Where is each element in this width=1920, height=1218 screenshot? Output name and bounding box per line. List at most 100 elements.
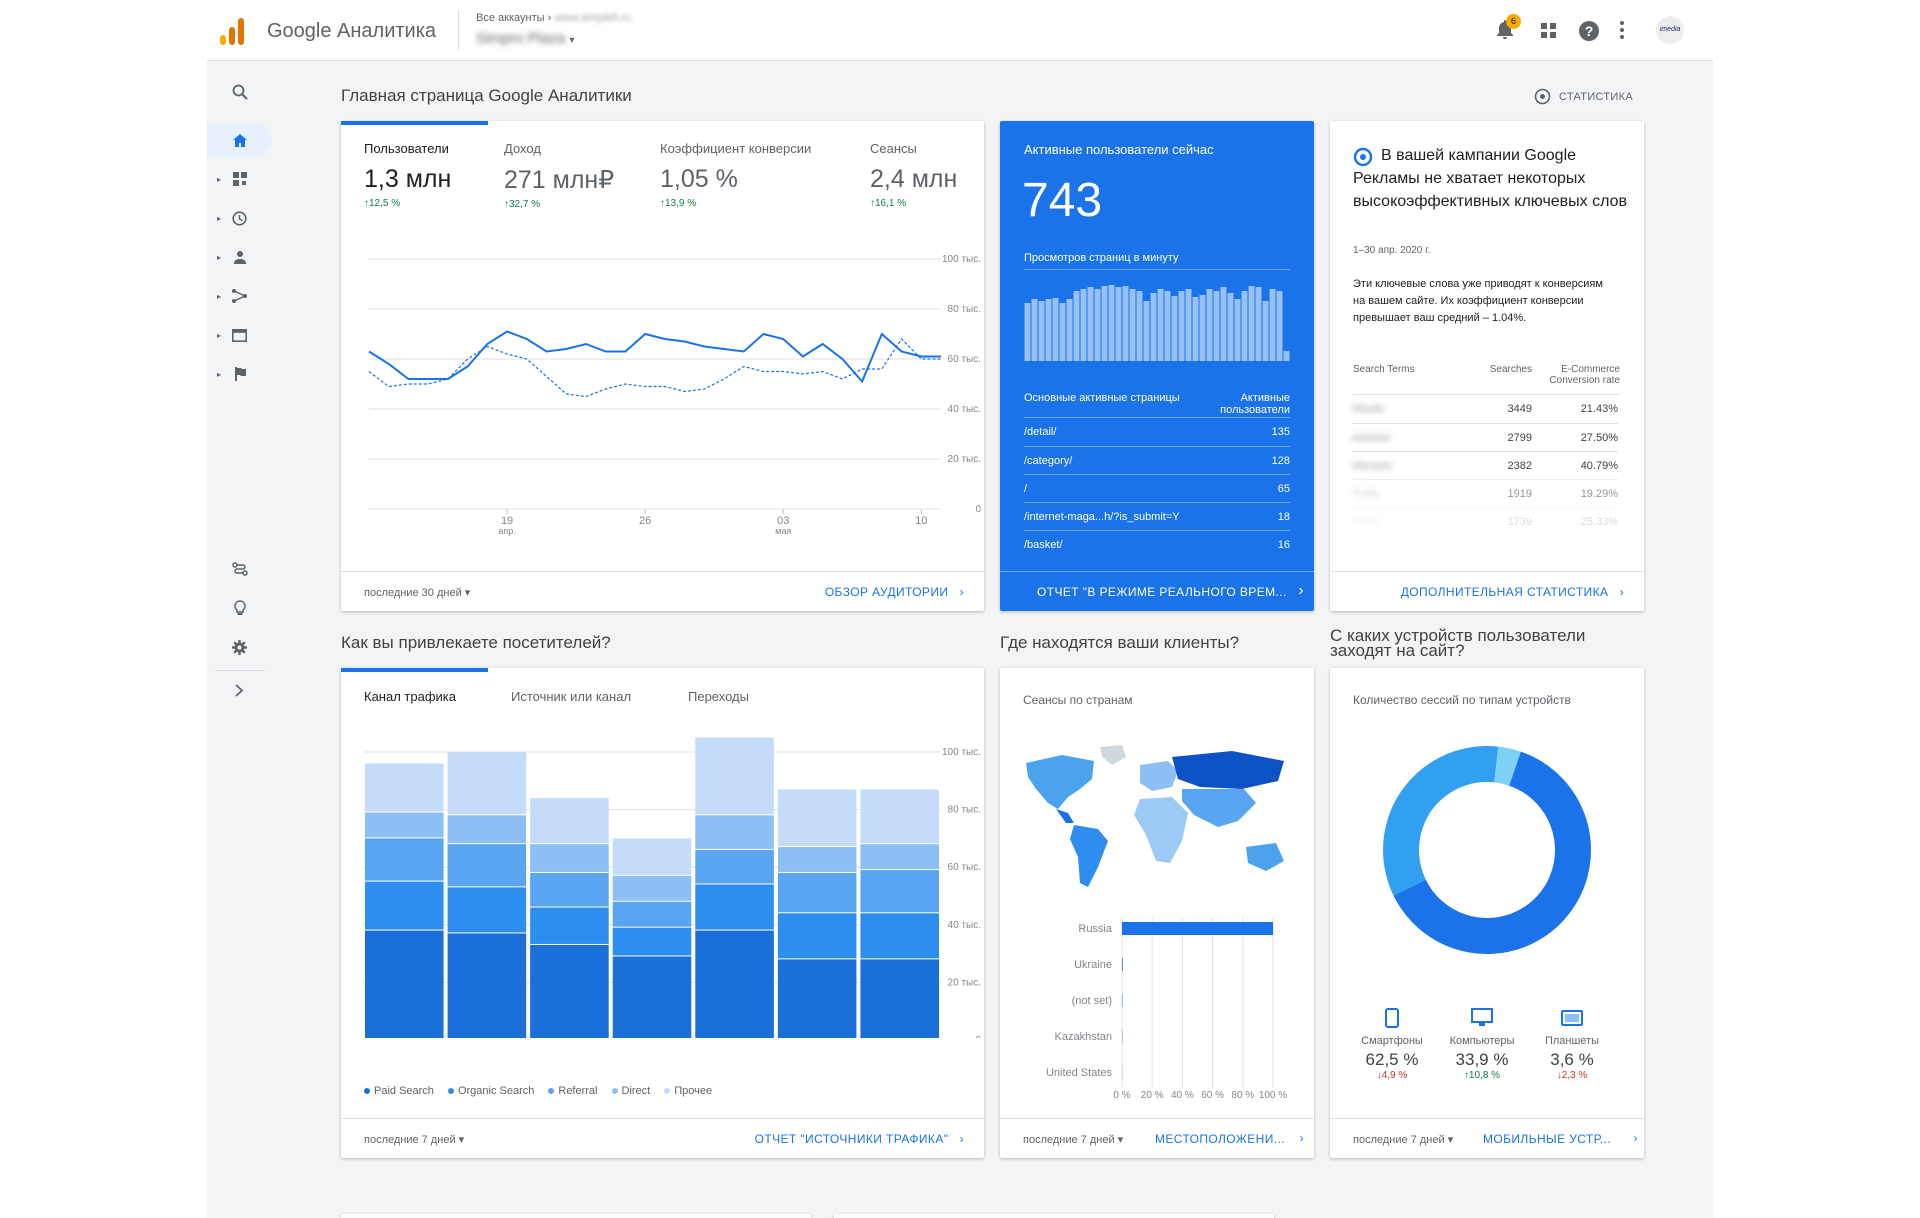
date-range-selector[interactable]: последние 7 дней ▾	[1023, 1134, 1124, 1146]
date-range-selector[interactable]: последние 7 дней ▾	[364, 1134, 465, 1146]
insights-button[interactable]: СТАТИСТИКА	[1534, 88, 1633, 105]
metric-tab-conversion[interactable]: Коэффициент конверсии 1,05 % ↑13,9 %	[660, 141, 840, 209]
legend-item[interactable]: Paid Search	[364, 1085, 434, 1097]
device-smartphones[interactable]: Смартфоны 62,5 % ↓4,9 %	[1352, 1008, 1432, 1081]
realtime-title: Активные пользователи сейчас	[1024, 142, 1214, 157]
nav-audience[interactable]: ▸	[207, 240, 272, 274]
traffic-sources-link[interactable]: ОТЧЕТ "ИСТОЧНИКИ ТРАФИКА" ›	[754, 1132, 964, 1146]
pageview-bar	[1241, 291, 1248, 361]
account-avatar[interactable]: imedia	[1656, 16, 1684, 44]
metric-value: 1,3 млн	[364, 165, 452, 193]
bar-segment	[612, 901, 692, 927]
table-row[interactable]: /detail/135	[1024, 417, 1290, 445]
legend-label: Direct	[621, 1085, 651, 1097]
apps-grid-icon[interactable]	[1540, 22, 1558, 40]
devices-footer: последние 7 дней ▾ МОБИЛЬНЫЕ УСТР... ›	[1330, 1118, 1644, 1158]
mobile-report-link[interactable]: МОБИЛЬНЫЕ УСТР...	[1483, 1132, 1611, 1146]
table-row[interactable]: / 65	[1024, 474, 1290, 502]
page-path: /	[1024, 482, 1028, 495]
account-name[interactable]: www.simplefi.ru	[554, 12, 631, 24]
bar-segment	[365, 763, 444, 812]
bar-segment	[530, 907, 609, 944]
y-tick-label: 100 тыс.	[942, 747, 981, 758]
tab-source-medium[interactable]: Источник или канал	[511, 689, 632, 704]
legend-item[interactable]: Прочее	[664, 1085, 712, 1097]
nav-attribution[interactable]	[207, 552, 272, 586]
bar-segment	[777, 913, 857, 959]
table-row[interactable]: Tinno 1739 25.33%	[1352, 507, 1618, 535]
legend-label: Referral	[558, 1085, 598, 1097]
metric-change: ↑32,7 %	[504, 199, 541, 210]
nav-realtime[interactable]: ▸	[207, 201, 272, 235]
rate-value: 40.79%	[1580, 459, 1618, 472]
pageview-bar	[1129, 289, 1136, 361]
nav-admin[interactable]	[207, 630, 272, 664]
top-bar: Google Аналитика Все аккаунты › www.simp…	[207, 0, 1713, 61]
searches-value: 2382	[1507, 459, 1532, 472]
nav-acquisition[interactable]: ▸	[207, 279, 272, 313]
nav-conversions[interactable]: ▸	[207, 357, 272, 391]
pageview-bar	[1248, 286, 1255, 361]
breadcrumb[interactable]: Все аккаунты › www.simplefi.ru	[476, 12, 631, 24]
search-nav-button[interactable]	[207, 75, 272, 109]
metric-tab-sessions[interactable]: Сеансы 2,4 млн ↑16,1 %	[870, 141, 980, 209]
help-icon[interactable]: ?	[1579, 21, 1599, 41]
nav-discover[interactable]	[207, 591, 272, 625]
chart-legend: Paid Search Organic Search Referral Direct П…	[364, 1085, 712, 1097]
nav-expand[interactable]	[207, 673, 272, 707]
col-active-users: Активные пользователи	[1220, 392, 1290, 416]
pageview-bar	[1213, 291, 1220, 361]
table-row[interactable]: /basket/16	[1024, 530, 1290, 558]
bar-segment	[695, 884, 774, 930]
nav-home[interactable]	[207, 123, 272, 157]
table-row[interactable]: eeeeeis 2799 27.50%	[1352, 423, 1618, 451]
map-asia	[1182, 789, 1256, 827]
breadcrumb-all-accounts[interactable]: Все аккаунты	[476, 12, 545, 24]
device-computers[interactable]: Компьютеры 33,9 % ↑10,8 %	[1442, 1008, 1522, 1081]
audience-overview-link[interactable]: ОБЗОР АУДИТОРИИ ›	[824, 585, 964, 599]
home-icon	[232, 133, 247, 147]
tab-traffic-channel[interactable]: Канал трафика	[364, 689, 456, 704]
donut-slice-Смартфоны	[1383, 746, 1591, 954]
device-change: ↓4,9 %	[1376, 1070, 1408, 1081]
bar-segment	[695, 815, 774, 849]
metric-tab-users[interactable]: Пользователи 1,3 млн ↑12,5 %	[364, 141, 484, 209]
more-vert-icon[interactable]	[1619, 20, 1627, 42]
legend-dot	[548, 1088, 555, 1095]
nav-customization[interactable]: ▸	[207, 162, 272, 196]
x-tick-label: 19	[501, 515, 513, 527]
legend-item[interactable]: Direct	[611, 1085, 651, 1097]
y-tick-label: 60 тыс.	[948, 354, 981, 365]
more-insights-link[interactable]: ДОПОЛНИТЕЛЬНАЯ СТАТИСТИКА ›	[1400, 585, 1624, 599]
dashboard-icon	[232, 172, 247, 186]
metric-tab-revenue[interactable]: Доход 271 млн₽ ↑32,7 %	[504, 141, 644, 210]
chevron-right-icon[interactable]: ›	[1299, 1131, 1304, 1145]
legend-item[interactable]: Organic Search	[447, 1085, 534, 1097]
location-report-link[interactable]: МЕСТОПОЛОЖЕНИ...	[1155, 1132, 1285, 1146]
chevron-right-icon: ›	[547, 12, 555, 24]
table-row[interactable]: Mlaalo 3449 21.43%	[1352, 395, 1618, 423]
bar-segment	[365, 838, 444, 881]
person-icon	[233, 251, 246, 264]
table-row[interactable]: Tualo 1919 19.29%	[1352, 479, 1618, 507]
nav-behavior[interactable]: ▸	[207, 318, 272, 352]
legend-item[interactable]: Referral	[548, 1085, 598, 1097]
table-row[interactable]: Wenyan 2382 40.79%	[1352, 451, 1618, 479]
legend-label: Прочее	[674, 1085, 713, 1097]
table-row[interactable]: /internet-maga...h/?is_submit=Y 18	[1024, 502, 1290, 530]
date-range-selector[interactable]: последние 30 дней ▾	[364, 587, 471, 599]
app-name[interactable]: Google Аналитика	[267, 20, 437, 42]
bar-segment	[612, 875, 692, 901]
chevron-right-icon[interactable]: ›	[1633, 1131, 1638, 1145]
notifications-button[interactable]: 6	[1495, 14, 1521, 42]
map-south-america	[1070, 825, 1108, 887]
bar-segment	[777, 789, 857, 847]
property-selector[interactable]: Simpro Plaza ▾	[476, 30, 574, 47]
legend-dot	[447, 1088, 454, 1095]
tab-referrals[interactable]: Переходы	[688, 689, 749, 704]
date-range-selector[interactable]: последние 7 дней ▾	[1353, 1134, 1454, 1146]
pageview-bar	[1171, 296, 1178, 361]
realtime-report-link[interactable]: ОТЧЕТ "В РЕЖИМЕ РЕАЛЬНОГО ВРЕМ... ›	[1000, 571, 1314, 611]
table-row[interactable]: /category/128	[1024, 446, 1290, 474]
device-tablets[interactable]: Планшеты 3,6 % ↓2,3 %	[1532, 1008, 1612, 1081]
